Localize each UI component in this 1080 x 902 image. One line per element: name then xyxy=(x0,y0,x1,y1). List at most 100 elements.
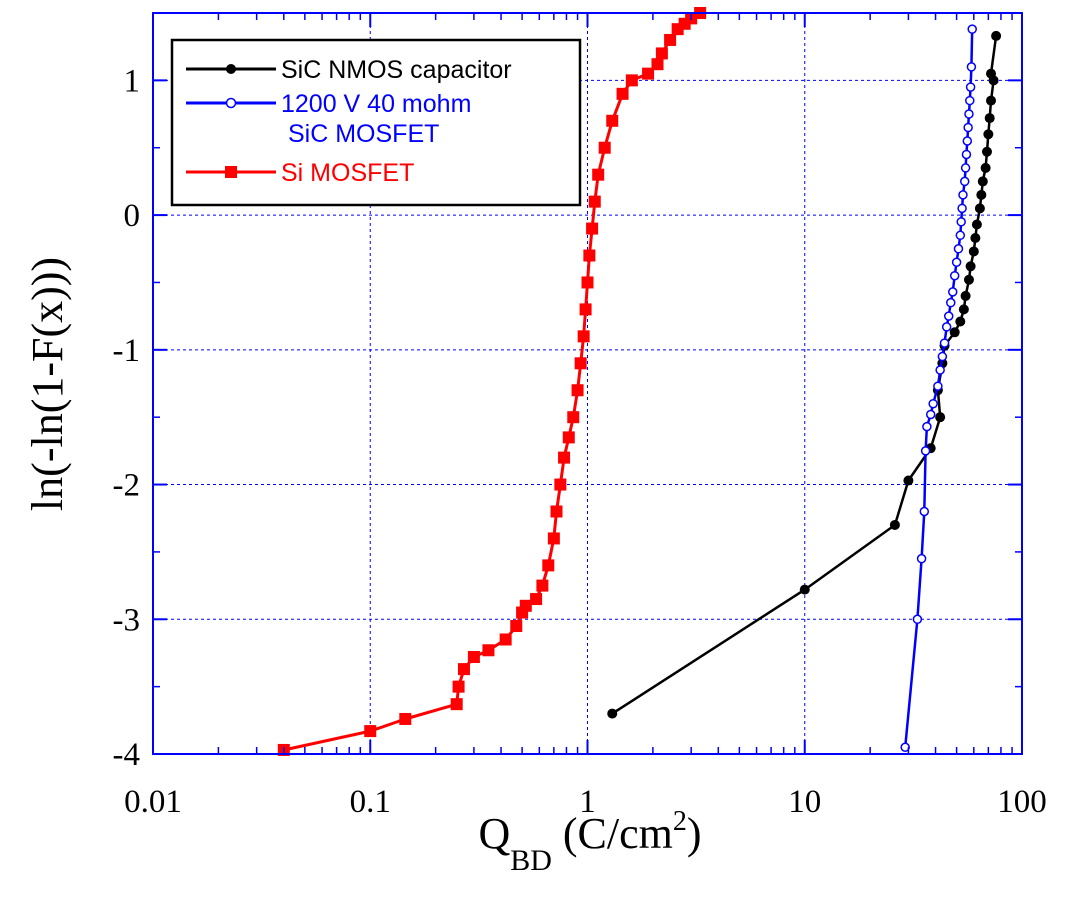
legend: SiC NMOS capacitor 1200 V 40 mohm SiC MO… xyxy=(170,38,582,207)
point-si-mosfet xyxy=(606,114,619,127)
point-sic-nmos-capacitor xyxy=(970,232,981,243)
x-tick-label: 0.1 xyxy=(350,784,391,820)
point-sic-mosfet xyxy=(947,287,958,297)
point-sic-mosfet xyxy=(949,270,960,281)
point-si-mosfet xyxy=(558,451,571,464)
axis-ticks xyxy=(152,13,1023,755)
point-sic-mosfet xyxy=(928,398,938,409)
x-axis-title-close: ) xyxy=(687,809,702,858)
point-sic-nmos-capacitor xyxy=(981,146,992,157)
point-sic-nmos-capacitor xyxy=(974,203,985,214)
y-tick-label: -3 xyxy=(113,602,141,638)
point-si-mosfet xyxy=(571,384,584,397)
x-axis-title-sup: 2 xyxy=(673,806,687,837)
point-sic-mosfet xyxy=(956,217,966,227)
point-si-mosfet xyxy=(592,168,605,181)
point-sic-nmos-capacitor xyxy=(977,176,988,187)
point-si-mosfet xyxy=(510,620,523,633)
point-sic-nmos-capacitor xyxy=(960,290,971,301)
x-axis-title-unit: (C/cm xyxy=(552,809,673,858)
point-si-mosfet xyxy=(547,532,560,545)
point-si-mosfet xyxy=(598,141,611,154)
y-tick-label: -1 xyxy=(113,333,141,369)
point-sic-nmos-capacitor xyxy=(976,189,987,200)
point-sic-nmos-capacitor xyxy=(980,162,991,173)
point-si-mosfet xyxy=(588,195,601,208)
point-sic-nmos-capacitor xyxy=(607,708,618,719)
point-si-mosfet xyxy=(499,633,512,646)
point-si-mosfet xyxy=(519,599,532,612)
point-si-mosfet xyxy=(467,650,480,663)
point-sic-mosfet xyxy=(951,257,962,267)
point-si-mosfet xyxy=(542,559,555,572)
point-sic-nmos-capacitor xyxy=(986,68,997,79)
point-si-mosfet xyxy=(651,58,664,71)
x-tick-label: 100 xyxy=(997,784,1047,820)
point-si-mosfet xyxy=(399,712,412,725)
y-tick-label: 0 xyxy=(124,198,141,234)
point-si-mosfet xyxy=(574,357,587,370)
point-si-mosfet xyxy=(450,698,463,711)
legend-marker-sic-nmos xyxy=(226,64,236,74)
point-sic-mosfet xyxy=(920,446,931,456)
point-sic-mosfet xyxy=(965,95,975,106)
x-tick-label: 0.01 xyxy=(124,784,182,820)
point-si-mosfet xyxy=(562,431,575,444)
point-sic-mosfet xyxy=(961,149,972,160)
legend-marker-sic-mosfet xyxy=(225,97,237,109)
y-axis-title: ln(-ln(1-F(x))) xyxy=(23,257,72,511)
point-sic-mosfet xyxy=(960,163,971,173)
point-si-mosfet xyxy=(581,276,594,289)
point-sic-mosfet xyxy=(922,421,932,432)
point-si-mosfet xyxy=(642,67,655,80)
legend-label-sic-mosfet-line1: 1200 V 40 mohm xyxy=(281,90,471,118)
point-si-mosfet xyxy=(482,644,495,657)
x-tick-label: 1 xyxy=(579,784,596,820)
point-sic-nmos-capacitor xyxy=(949,327,960,338)
point-sic-mosfet xyxy=(941,322,952,332)
tick-labels: 0.01 0.1 1 10 100 -4 -3 -2 -1 0 1 xyxy=(113,63,1047,820)
point-si-mosfet xyxy=(577,330,590,343)
point-sic-mosfet xyxy=(943,311,954,321)
point-sic-mosfet xyxy=(912,614,923,625)
point-sic-mosfet xyxy=(964,109,974,119)
point-sic-nmos-capacitor xyxy=(799,584,810,595)
point-si-mosfet xyxy=(583,249,596,262)
point-si-mosfet xyxy=(567,411,580,424)
point-sic-mosfet xyxy=(955,230,966,241)
point-si-mosfet xyxy=(586,222,599,235)
point-sic-nmos-capacitor xyxy=(963,274,974,285)
point-sic-nmos-capacitor xyxy=(935,412,946,423)
point-si-mosfet xyxy=(616,87,629,100)
point-sic-mosfet xyxy=(959,176,970,187)
point-sic-mosfet xyxy=(937,351,948,362)
point-sic-mosfet xyxy=(916,553,927,564)
point-si-mosfet xyxy=(664,33,677,46)
point-sic-mosfet xyxy=(933,381,943,391)
point-si-mosfet xyxy=(452,680,465,693)
point-si-mosfet xyxy=(550,505,563,518)
grid-lines xyxy=(153,13,1022,754)
point-sic-mosfet xyxy=(962,136,973,146)
point-sic-mosfet xyxy=(919,506,930,517)
point-sic-nmos-capacitor xyxy=(958,304,969,315)
x-axis-title-main: Q xyxy=(478,809,510,858)
point-si-mosfet xyxy=(655,47,668,60)
x-axis-title: QBD (C/cm2) xyxy=(478,806,701,877)
point-si-mosfet xyxy=(625,74,638,87)
point-sic-nmos-capacitor xyxy=(889,519,900,530)
point-sic-mosfet xyxy=(946,297,956,308)
point-sic-mosfet xyxy=(925,409,936,420)
y-tick-label: -4 xyxy=(113,737,141,773)
point-sic-nmos-capacitor xyxy=(983,129,994,140)
legend-label-si-mosfet: Si MOSFET xyxy=(281,159,414,187)
point-sic-nmos-capacitor xyxy=(984,113,995,124)
x-axis-title-sub: BD xyxy=(510,844,552,877)
point-sic-mosfet xyxy=(958,190,968,200)
point-si-mosfet xyxy=(536,579,549,592)
point-sic-mosfet xyxy=(966,62,977,72)
point-sic-mosfet xyxy=(967,24,977,34)
point-sic-mosfet xyxy=(963,122,973,133)
point-si-mosfet xyxy=(530,593,543,606)
